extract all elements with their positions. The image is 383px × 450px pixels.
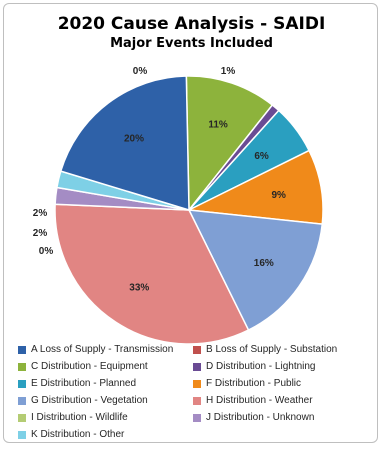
legend-item-k-distribution-other: K Distribution - Other [18,429,124,440]
legend-item-g-distribution-vegetation: G Distribution - Vegetation [18,395,148,406]
pie-slice-a-loss-of-supply-transmission [59,75,190,212]
data-label-h-distribution-weather: 33% [129,282,149,293]
legend-item-i-distribution-wildlife: I Distribution - Wildlife [18,412,128,423]
data-label-j-distribution-unknown: 2% [33,228,48,239]
legend-label: B Loss of Supply - Substation [206,344,338,355]
legend-item-j-distribution-unknown: J Distribution - Unknown [193,412,314,423]
legend-item-c-distribution-equipment: C Distribution - Equipment [18,361,148,372]
legend-item-f-distribution-public: F Distribution - Public [193,378,301,389]
legend-swatch [18,396,26,405]
legend-item-h-distribution-weather: H Distribution - Weather [193,395,313,406]
legend-swatch [18,430,26,439]
data-label-d-distribution-lightning: 1% [221,66,236,77]
legend-label: A Loss of Supply - Transmission [31,344,174,355]
legend-swatch [193,379,201,388]
pie-slice-c-distribution-equipment [185,75,274,213]
legend-label: G Distribution - Vegetation [31,395,148,406]
legend-swatch [18,413,26,422]
legend-swatch [193,396,201,405]
data-label-a-loss-of-supply-transmission: 20% [124,133,144,144]
data-label-i-distribution-wildlife: 0% [39,246,54,257]
legend-item-e-distribution-planned: E Distribution - Planned [18,378,136,389]
legend-label: C Distribution - Equipment [31,361,148,372]
legend-label: E Distribution - Planned [31,378,137,389]
pie-slices [54,75,324,345]
data-label-f-distribution-public: 9% [271,190,286,201]
legend-label: I Distribution - Wildlife [31,412,128,423]
legend-swatch [193,362,201,371]
data-label-e-distribution-planned: 6% [254,151,269,162]
legend-label: F Distribution - Public [206,378,302,389]
pie-slice-g-distribution-vegetation [187,209,324,332]
legend-swatch [193,345,201,354]
data-label-b-loss-of-supply-substation: 0% [133,66,148,77]
legend-label: K Distribution - Other [31,429,125,440]
data-label-c-distribution-equipment: 11% [208,120,228,131]
legend-label: J Distribution - Unknown [206,412,315,423]
data-labels: 0% 11% 1% 6% 9% 16% 33% 0% 2% 2% 20% [33,66,286,293]
legend-item-a-loss-of-supply-transmission: A Loss of Supply - Transmission [18,344,173,355]
legend-label: D Distribution - Lightning [206,361,316,372]
legend-label: H Distribution - Weather [206,395,313,406]
chart-subtitle: Major Events Included [110,36,273,51]
legend-item-d-distribution-lightning: D Distribution - Lightning [193,361,316,372]
legend-item-b-loss-of-supply-substation: B Loss of Supply - Substation [193,344,337,355]
pie-slice-h-distribution-weather [54,203,250,345]
chart-title: 2020 Cause Analysis - SAIDI [57,14,326,34]
legend-swatch [18,345,26,354]
data-label-g-distribution-vegetation: 16% [254,258,274,269]
legend-swatch [193,413,201,422]
legend-swatch [18,379,26,388]
data-label-k-distribution-other: 2% [33,208,48,219]
legend-swatch [18,362,26,371]
